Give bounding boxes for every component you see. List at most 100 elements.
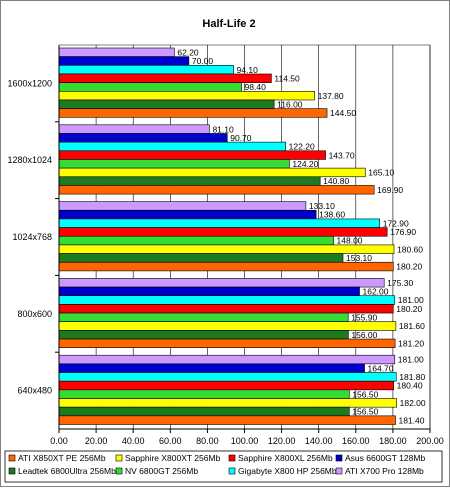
bars	[58, 47, 397, 425]
bar	[58, 73, 272, 83]
bar	[58, 47, 175, 57]
data-label: 181.60	[399, 321, 425, 331]
legend-swatch	[228, 454, 236, 462]
category-label: 1280x1024	[7, 155, 52, 165]
data-label: 124.20	[292, 159, 318, 169]
data-label: 181.00	[398, 295, 424, 305]
data-label: 169.90	[377, 185, 403, 195]
bar	[58, 141, 286, 152]
bar	[58, 176, 321, 186]
data-label: 180.20	[396, 304, 422, 314]
bar	[58, 363, 365, 373]
data-label: 175.30	[387, 278, 413, 288]
bar	[58, 56, 190, 66]
data-label: 181.40	[398, 415, 424, 425]
x-tick-label: 0.00	[50, 436, 68, 446]
legend-label: NV 6800GT 256Mb	[125, 466, 198, 476]
data-label: 144.50	[330, 108, 356, 118]
x-tick-label: 180.00	[379, 436, 407, 446]
category-label: 640x480	[17, 386, 52, 396]
bar	[58, 150, 326, 160]
axes: 0.00 20.00 40.00 60.00 80.00 100.00 120.00 140.…	[7, 44, 444, 446]
legend-swatch	[228, 467, 236, 475]
bar	[58, 286, 360, 297]
x-tick-label: 140.00	[305, 436, 333, 446]
bar	[58, 398, 397, 408]
bar	[58, 261, 394, 272]
data-label: 156.50	[352, 407, 378, 417]
data-label: 162.00	[363, 287, 389, 297]
legend-swatch	[335, 467, 343, 475]
bar	[58, 295, 396, 305]
data-label: 172.90	[383, 218, 409, 228]
bar	[58, 159, 290, 169]
data-label: 164.70	[368, 363, 394, 373]
bar	[58, 304, 394, 314]
bar	[58, 244, 395, 254]
data-label: 138.60	[319, 210, 345, 220]
data-label: 122.20	[289, 142, 315, 152]
legend-label: ATI X700 Pro 128Mb	[345, 466, 424, 476]
data-label: 176.90	[390, 227, 416, 237]
bar	[58, 201, 307, 211]
bar	[58, 108, 328, 118]
data-label: 90.70	[230, 133, 252, 143]
legend-label: Sapphire X800XT 256Mb	[125, 453, 221, 463]
category-label: 1600x1200	[7, 78, 52, 88]
data-label: 165.10	[368, 168, 394, 178]
data-label: 143.70	[329, 150, 355, 160]
data-label: 182.00	[400, 398, 426, 408]
category-label: 800x600	[17, 309, 52, 319]
x-tick-label: 60.00	[159, 436, 182, 446]
data-label: 94.10	[237, 65, 259, 75]
legend-label: Sapphire X800XL 256Mb	[238, 453, 333, 463]
bar	[58, 209, 317, 220]
bar	[58, 218, 381, 228]
data-label: 62.20	[177, 47, 199, 57]
data-label: 98.40	[245, 82, 267, 92]
legend-label: Gigabyte X800 HP 256Mb	[238, 466, 337, 476]
bar	[58, 253, 344, 263]
data-label: 116.00	[277, 99, 303, 109]
data-label: 155.90	[351, 313, 377, 323]
data-label: 156.00	[351, 330, 377, 340]
legend-label: ATI X850XT PE 256Mb	[18, 453, 106, 463]
bar	[58, 372, 397, 382]
x-tick-label: 80.00	[196, 436, 219, 446]
data-label: 140.80	[323, 176, 349, 186]
legend-swatch	[115, 454, 123, 462]
data-label: 70.00	[192, 56, 214, 66]
x-tick-label: 120.00	[268, 436, 296, 446]
data-label: 181.20	[398, 339, 424, 349]
bar	[58, 99, 275, 109]
category-label: 1024x768	[12, 232, 52, 242]
x-tick-label: 40.00	[122, 436, 145, 446]
data-label: 81.10	[212, 124, 234, 134]
data-label: 153.10	[346, 253, 372, 263]
bar	[58, 133, 228, 143]
data-label: 148.00	[337, 236, 363, 246]
legend-swatch	[335, 454, 343, 462]
bar	[58, 415, 396, 425]
bar	[58, 389, 350, 399]
data-label: 181.00	[398, 355, 424, 365]
legend-swatch	[8, 454, 16, 462]
bar	[58, 321, 397, 331]
data-label: 137.80	[318, 91, 344, 101]
bar	[58, 235, 334, 246]
bar	[58, 354, 396, 365]
legend: ATI X850XT PE 256Mb Leadtek 6800Ultra 256…	[4, 450, 443, 483]
x-tick-label: 200.00	[416, 436, 444, 446]
bar	[58, 406, 350, 417]
legend-box	[4, 450, 443, 483]
x-tick-label: 100.00	[231, 436, 259, 446]
bar	[58, 65, 234, 75]
data-label: 180.40	[397, 381, 423, 391]
data-label: 133.10	[309, 201, 335, 211]
bar	[58, 82, 242, 92]
x-tick-label: 20.00	[85, 436, 108, 446]
data-label: 114.50	[274, 73, 300, 83]
